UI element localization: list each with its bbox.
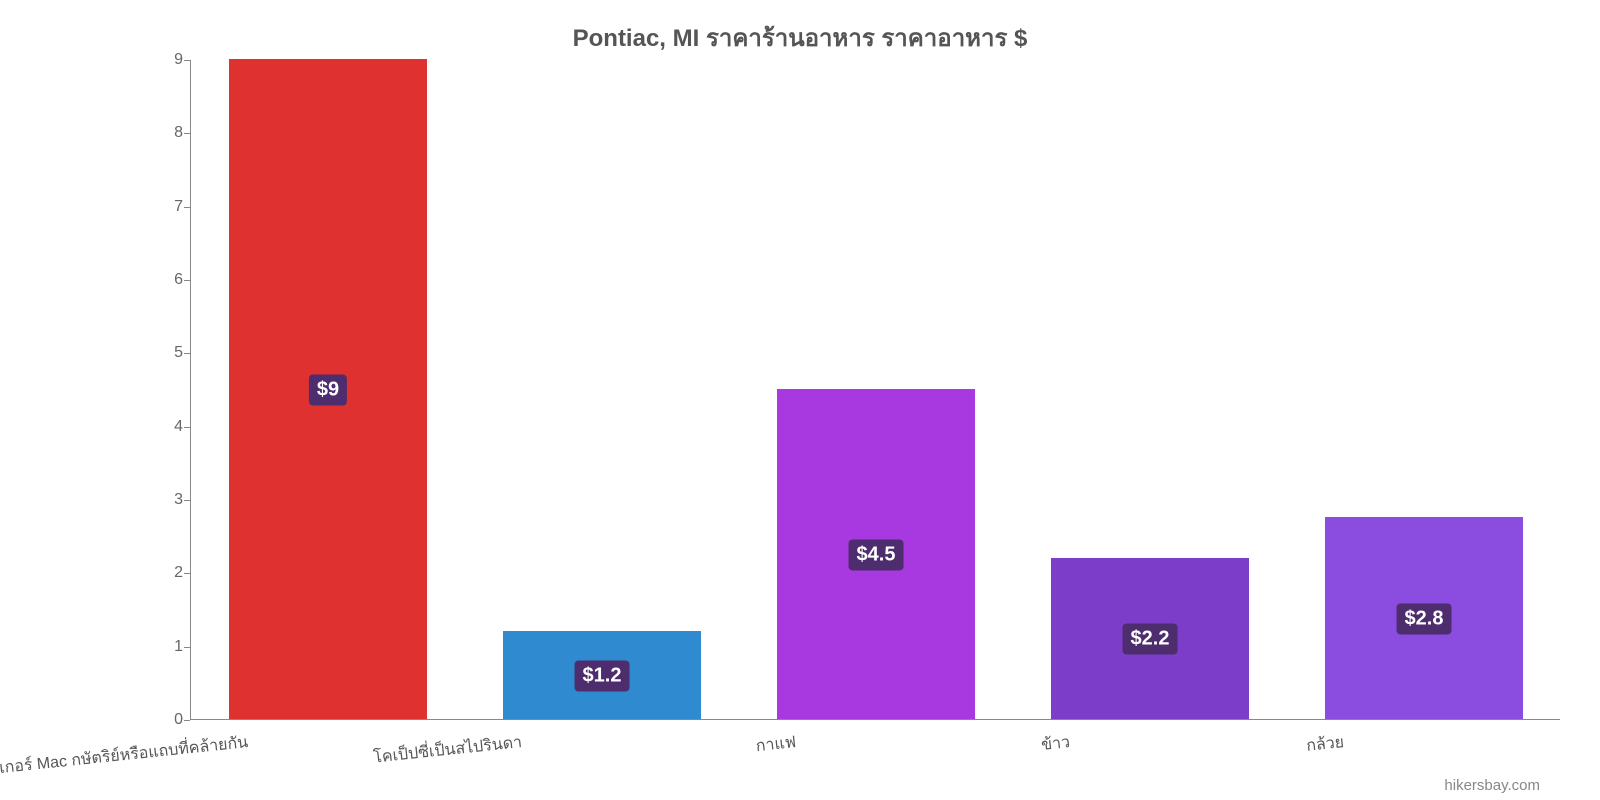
y-tick-label: 8	[155, 124, 183, 142]
y-tick-label: 5	[155, 344, 183, 362]
chart-title: Pontiac, MI ราคาร้านอาหาร ราคาอาหาร $	[0, 18, 1600, 57]
chart-container: Pontiac, MI ราคาร้านอาหาร ราคาอาหาร $ 0 1…	[0, 0, 1600, 800]
y-tick-label: 7	[155, 198, 183, 216]
bar-value-label: $2.2	[1123, 624, 1178, 655]
bar-value-label: $1.2	[575, 661, 630, 692]
y-tick-label: 6	[155, 271, 183, 289]
y-tick-label: 9	[155, 51, 183, 69]
y-tick-label: 2	[155, 564, 183, 582]
bar-value-label: $2.8	[1397, 604, 1452, 635]
bar-value-label: $9	[309, 375, 347, 406]
y-tick-label: 0	[155, 711, 183, 729]
y-tick-label: 4	[155, 418, 183, 436]
y-tick-label: 3	[155, 491, 183, 509]
chart-caption: hikersbay.com	[1444, 777, 1540, 794]
plot-area: $9 $1.2 $4.5 $2.2 $2.8	[190, 60, 1560, 720]
y-tick-label: 1	[155, 638, 183, 656]
bar-value-label: $4.5	[849, 540, 904, 571]
y-tick-mark	[184, 720, 190, 721]
